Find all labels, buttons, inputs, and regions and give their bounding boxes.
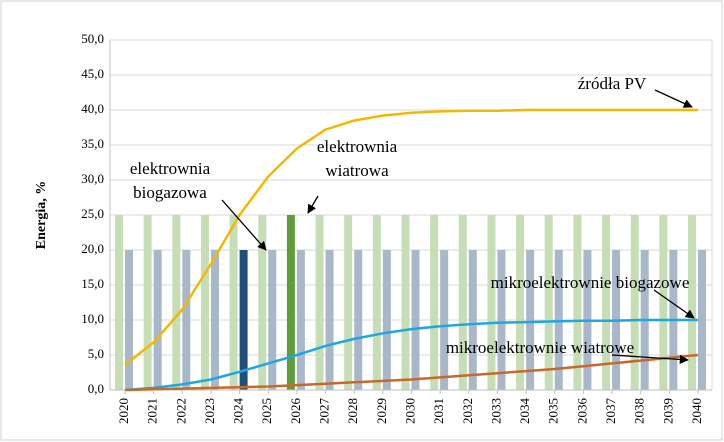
bar [497, 250, 506, 390]
bar [516, 215, 525, 390]
annotation-arrow [611, 354, 689, 365]
bar [544, 215, 553, 390]
bar [268, 250, 277, 390]
x-tick-label: 2040 [689, 398, 704, 424]
x-tick-label: 2035 [546, 398, 561, 424]
bar [286, 215, 295, 390]
bar [659, 215, 668, 390]
x-tick-label: 2037 [603, 398, 618, 425]
y-tick-label: 15,0 [81, 276, 104, 291]
x-tick-label: 2034 [517, 398, 532, 425]
bar [602, 215, 611, 390]
annotation: mikroelektrownie wiatrowe [446, 338, 634, 357]
x-tick-label: 2032 [460, 398, 475, 424]
x-tick-label: 2033 [488, 398, 503, 424]
bar [430, 215, 439, 390]
bar [468, 250, 477, 390]
y-tick-label: 0,0 [88, 381, 104, 396]
x-tick-label: 2022 [173, 398, 188, 424]
bar [229, 215, 238, 390]
annotation: źródła PV [578, 74, 647, 93]
x-tick-label: 2025 [259, 398, 274, 424]
bar [411, 250, 420, 390]
annotation: elektrownia [130, 159, 211, 178]
bar [630, 215, 639, 390]
bar [115, 215, 123, 390]
annotation-arrow [654, 89, 693, 108]
bar [526, 250, 535, 390]
x-tick-label: 2027 [317, 398, 332, 425]
y-tick-label: 25,0 [81, 206, 104, 221]
x-tick-label: 2024 [231, 398, 246, 425]
annotation: biogazowa [133, 183, 207, 202]
y-tick-label: 35,0 [81, 136, 104, 151]
bar [153, 250, 162, 390]
bar [315, 215, 324, 390]
x-tick-label: 2031 [431, 398, 446, 424]
annotation: mikroelektrownie biogazowe [491, 273, 690, 292]
annotation-arrow [307, 195, 319, 214]
bar [296, 250, 305, 390]
bar [382, 250, 391, 390]
bar [698, 250, 706, 390]
bar [372, 215, 381, 390]
bar [172, 215, 181, 390]
x-tick-label: 2036 [574, 398, 589, 425]
bar [487, 215, 496, 390]
bar [573, 215, 582, 390]
bar [688, 215, 696, 390]
x-tick-label: 2023 [202, 398, 217, 424]
bar [458, 215, 467, 390]
bar [354, 250, 363, 390]
line [124, 353, 699, 392]
y-tick-label: 5,0 [88, 346, 104, 361]
bar [143, 215, 152, 390]
x-tick-label: 2028 [345, 398, 360, 424]
bar [239, 250, 248, 390]
bar [125, 250, 133, 390]
x-tick-label: 2026 [288, 398, 303, 425]
bar [210, 250, 219, 390]
bar [440, 250, 449, 390]
bar [200, 215, 209, 390]
y-axis-label: Energia, % [34, 181, 49, 249]
annotation: elektrownia [317, 137, 398, 156]
bar [325, 250, 334, 390]
bar [344, 215, 353, 390]
x-tick-label: 2021 [145, 398, 160, 424]
bar [554, 250, 563, 390]
line [124, 108, 698, 366]
y-tick-label: 40,0 [81, 101, 104, 116]
annotation: wiatrowa [325, 161, 389, 180]
y-tick-label: 30,0 [81, 171, 104, 186]
bar [401, 215, 410, 390]
x-tick-label: 2029 [374, 398, 389, 424]
annotation-arrow [221, 199, 267, 251]
x-tick-label: 2030 [402, 398, 417, 424]
y-tick-label: 45,0 [81, 66, 104, 81]
annotation-arrow [653, 289, 695, 319]
bar [182, 250, 191, 390]
x-tick-label: 2020 [116, 398, 131, 424]
line [124, 318, 698, 392]
bar [258, 215, 267, 390]
x-tick-label: 2038 [632, 398, 647, 424]
y-tick-label: 20,0 [81, 241, 104, 256]
x-tick-label: 2039 [660, 398, 675, 424]
y-tick-label: 50,0 [81, 31, 104, 46]
y-tick-label: 10,0 [81, 311, 104, 326]
